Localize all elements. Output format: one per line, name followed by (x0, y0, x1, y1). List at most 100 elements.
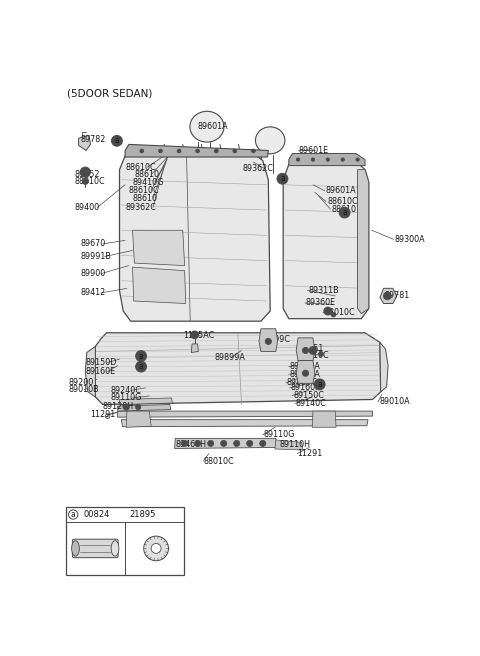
Ellipse shape (190, 112, 224, 142)
Polygon shape (120, 150, 270, 321)
Text: 89300A: 89300A (395, 235, 425, 244)
Text: 89899C: 89899C (259, 335, 290, 344)
Polygon shape (132, 230, 185, 266)
Polygon shape (312, 411, 336, 427)
Circle shape (158, 149, 162, 153)
Circle shape (191, 331, 199, 338)
Circle shape (356, 158, 360, 161)
Circle shape (302, 348, 309, 354)
Text: 88610: 88610 (332, 205, 357, 214)
Ellipse shape (111, 541, 119, 556)
Circle shape (194, 440, 201, 447)
Text: 88610: 88610 (132, 194, 157, 203)
Polygon shape (96, 333, 381, 405)
Text: 89010B: 89010B (68, 385, 99, 394)
Polygon shape (125, 144, 268, 157)
Text: 88610: 88610 (134, 170, 159, 179)
Text: 89601A: 89601A (198, 122, 228, 131)
Polygon shape (358, 170, 369, 314)
Text: a: a (71, 510, 75, 519)
Text: 88010C: 88010C (203, 457, 234, 466)
Circle shape (181, 440, 188, 447)
Circle shape (296, 158, 300, 161)
Text: 89120H: 89120H (103, 401, 134, 411)
Text: 11291: 11291 (91, 410, 116, 419)
Circle shape (69, 510, 78, 519)
Text: 89460H: 89460H (175, 440, 206, 449)
Text: 89400: 89400 (75, 203, 100, 212)
Text: 89240C: 89240C (110, 386, 141, 395)
Text: 89410G: 89410G (132, 178, 164, 187)
Circle shape (319, 352, 324, 356)
Circle shape (252, 149, 255, 153)
Text: 89899A: 89899A (290, 370, 321, 379)
Text: 89150C: 89150C (293, 391, 324, 400)
Circle shape (135, 404, 141, 410)
Text: 89900: 89900 (81, 269, 106, 278)
Text: 89360E: 89360E (306, 298, 336, 308)
Text: 89160E: 89160E (85, 367, 115, 376)
Polygon shape (118, 405, 171, 411)
Text: 88010C: 88010C (298, 351, 329, 360)
Polygon shape (380, 342, 388, 392)
Polygon shape (85, 346, 96, 397)
Text: a: a (280, 174, 285, 183)
Circle shape (144, 536, 168, 561)
Text: 89412: 89412 (81, 289, 106, 297)
Text: 89010A: 89010A (379, 398, 410, 407)
Polygon shape (79, 135, 91, 150)
Text: 21895: 21895 (130, 510, 156, 519)
Ellipse shape (72, 541, 79, 556)
Text: 89160H: 89160H (290, 383, 322, 392)
Circle shape (207, 440, 214, 447)
Text: 89752: 89752 (75, 170, 100, 179)
Circle shape (136, 361, 146, 372)
Circle shape (324, 307, 332, 315)
Text: 89311B: 89311B (309, 286, 339, 295)
Polygon shape (259, 329, 277, 352)
Circle shape (234, 440, 240, 447)
Text: a: a (139, 352, 144, 361)
Text: 89362C: 89362C (242, 164, 273, 173)
Polygon shape (126, 411, 151, 427)
Text: 89670: 89670 (81, 239, 106, 249)
Circle shape (311, 158, 315, 161)
Polygon shape (121, 420, 368, 427)
Text: 00824: 00824 (83, 510, 109, 519)
Circle shape (326, 158, 330, 161)
Text: 89720A: 89720A (290, 362, 321, 371)
Polygon shape (296, 338, 315, 361)
Text: 88610C: 88610C (129, 186, 159, 195)
Circle shape (233, 149, 237, 153)
Polygon shape (380, 289, 396, 304)
Circle shape (111, 135, 122, 146)
Ellipse shape (255, 127, 285, 154)
Bar (66, 507, 184, 575)
Circle shape (214, 149, 218, 153)
Text: 89991B: 89991B (81, 252, 111, 261)
Text: 89899A: 89899A (215, 353, 245, 362)
Text: 89200: 89200 (68, 378, 94, 387)
Circle shape (314, 379, 325, 390)
Text: 89110G: 89110G (264, 430, 295, 440)
Circle shape (277, 173, 288, 184)
Text: 89899C: 89899C (287, 379, 318, 387)
Polygon shape (275, 440, 302, 450)
Circle shape (196, 149, 200, 153)
Circle shape (247, 440, 253, 447)
Text: a: a (342, 208, 347, 217)
Circle shape (384, 292, 391, 300)
Circle shape (82, 178, 88, 184)
Text: 1125AC: 1125AC (183, 331, 214, 340)
Polygon shape (118, 411, 372, 417)
Text: 89781: 89781 (384, 291, 409, 300)
Text: 88010C: 88010C (324, 308, 355, 317)
Polygon shape (289, 154, 365, 165)
Polygon shape (192, 344, 198, 352)
Circle shape (221, 440, 227, 447)
Text: 89601E: 89601E (298, 146, 328, 155)
Polygon shape (132, 267, 186, 304)
Circle shape (309, 346, 317, 354)
Text: 89751: 89751 (298, 344, 324, 353)
Circle shape (140, 149, 144, 153)
